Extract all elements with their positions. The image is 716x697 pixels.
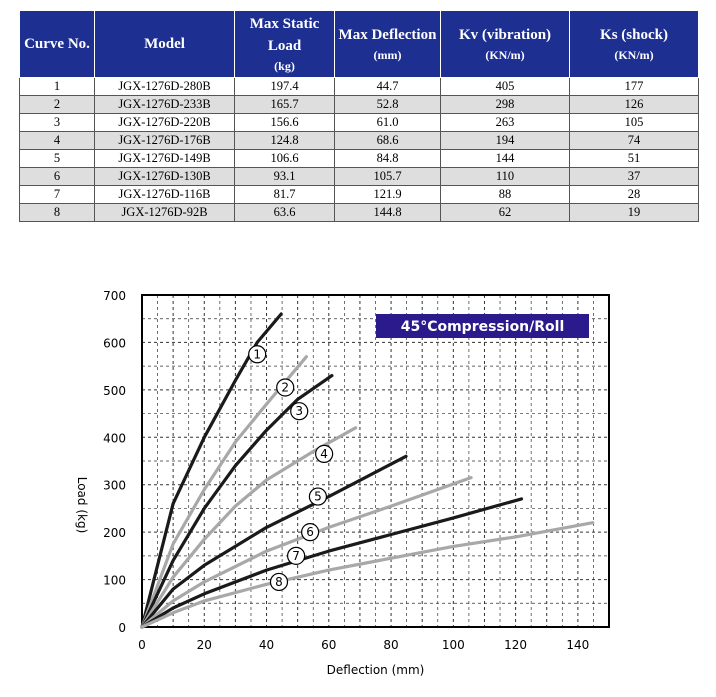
table-row: 5 JGX-1276D-149B 106.6 84.8 144 51 — [19, 149, 699, 168]
curve-label-circle-8 — [269, 572, 289, 592]
chart-title-box — [376, 314, 589, 338]
cell-model: JGX-1276D-280B — [94, 77, 235, 96]
cell-load: 63.6 — [234, 203, 335, 222]
cell-load: 106.6 — [234, 149, 335, 168]
curve-label-circle-5 — [308, 487, 328, 506]
curve-label-circle-3 — [290, 402, 309, 421]
cell-ks: 126 — [569, 95, 699, 114]
table-row: 1 JGX-1276D-280B 197.4 44.7 405 177 — [19, 77, 699, 96]
curve-label-circle-4 — [315, 444, 334, 463]
curve-3 — [140, 374, 334, 629]
chart-title: 45°Compression/Roll — [401, 319, 565, 335]
curve-5 — [140, 454, 408, 629]
header-ks: Ks (shock) (KN/m) — [569, 10, 699, 78]
curve-label-7: 7 — [292, 549, 300, 563]
cell-ks: 51 — [569, 149, 699, 168]
cell-load: 165.7 — [234, 95, 335, 114]
y-tick-label: 400 — [103, 431, 126, 445]
cell-kv: 110 — [440, 167, 570, 186]
x-axis-label: Deflection (mm) — [327, 663, 425, 677]
y-tick-label: 0 — [118, 621, 126, 635]
table-row: 6 JGX-1276D-130B 93.1 105.7 110 37 — [19, 167, 699, 186]
cell-ks: 74 — [569, 131, 699, 150]
x-tick-label: 120 — [504, 638, 527, 652]
x-tick-label: 140 — [566, 638, 589, 652]
curve-label-6: 6 — [306, 525, 314, 539]
cell-load: 124.8 — [234, 131, 335, 150]
cell-model: JGX-1276D-220B — [94, 113, 235, 132]
cell-load: 197.4 — [234, 77, 335, 96]
cell-curve-no: 4 — [19, 131, 95, 150]
x-tick-label: 0 — [138, 638, 146, 652]
curve-8 — [140, 521, 595, 629]
cell-kv: 62 — [440, 203, 570, 222]
cell-deflection: 44.7 — [334, 77, 441, 96]
x-tick-label: 60 — [321, 638, 336, 652]
cell-deflection: 84.8 — [334, 149, 441, 168]
table-row: 8 JGX-1276D-92B 63.6 144.8 62 19 — [19, 203, 699, 222]
y-tick-label: 600 — [103, 336, 126, 350]
curve-1 — [140, 312, 283, 629]
x-tick-label: 20 — [197, 638, 212, 652]
cell-kv: 298 — [440, 95, 570, 114]
spec-table: Curve No. Model Max Static Load (kg) Max … — [19, 10, 699, 222]
cell-load: 93.1 — [234, 167, 335, 186]
curve-4 — [140, 426, 358, 629]
cell-model: JGX-1276D-92B — [94, 203, 235, 222]
cell-ks: 28 — [569, 185, 699, 204]
curve-label-3: 3 — [295, 404, 303, 418]
curve-2 — [140, 355, 308, 629]
cell-deflection: 52.8 — [334, 95, 441, 114]
curve-label-circle-6 — [301, 523, 320, 542]
cell-deflection: 144.8 — [334, 203, 441, 222]
table-row: 2 JGX-1276D-233B 165.7 52.8 298 126 — [19, 95, 699, 114]
cell-ks: 105 — [569, 113, 699, 132]
table-row: 4 JGX-1276D-176B 124.8 68.6 194 74 — [19, 131, 699, 150]
table-header-row: Curve No. Model Max Static Load (kg) Max … — [19, 10, 699, 78]
y-tick-label: 700 — [103, 289, 126, 303]
curve-label-4: 4 — [320, 447, 328, 461]
header-max-deflection: Max Deflection (mm) — [334, 10, 441, 78]
cell-ks: 37 — [569, 167, 699, 186]
curve-label-8: 8 — [275, 575, 283, 589]
plot-frame — [141, 294, 610, 628]
cell-curve-no: 8 — [19, 203, 95, 222]
header-kv: Kv (vibration) (KN/m) — [440, 10, 570, 78]
curve-label-2: 2 — [281, 380, 289, 394]
header-max-static-load: Max Static Load (kg) — [234, 10, 335, 78]
cell-curve-no: 2 — [19, 95, 95, 114]
curve-6 — [140, 476, 473, 629]
y-tick-label: 300 — [103, 479, 126, 493]
curve-label-1: 1 — [253, 347, 261, 361]
table-row: 3 JGX-1276D-220B 156.6 61.0 263 105 — [19, 113, 699, 132]
curve-label-circle-1 — [248, 345, 267, 364]
y-tick-label: 100 — [103, 574, 126, 588]
cell-deflection: 61.0 — [334, 113, 441, 132]
y-axis-label: Load (kg) — [75, 477, 89, 534]
cell-deflection: 105.7 — [334, 167, 441, 186]
x-tick-label: 80 — [383, 638, 398, 652]
cell-model: JGX-1276D-116B — [94, 185, 235, 204]
curve-label-5: 5 — [314, 490, 322, 504]
curve-label-circle-7 — [287, 546, 306, 565]
y-tick-label: 200 — [103, 526, 126, 540]
x-tick-label: 40 — [259, 638, 274, 652]
cell-deflection: 68.6 — [334, 131, 441, 150]
cell-model: JGX-1276D-233B — [94, 95, 235, 114]
cell-ks: 177 — [569, 77, 699, 96]
cell-kv: 88 — [440, 185, 570, 204]
cell-model: JGX-1276D-149B — [94, 149, 235, 168]
cell-curve-no: 6 — [19, 167, 95, 186]
cell-ks: 19 — [569, 203, 699, 222]
x-tick-label: 100 — [442, 638, 465, 652]
header-curve-no: Curve No. — [19, 10, 95, 78]
curve-label-circle-2 — [276, 378, 295, 397]
y-tick-label: 500 — [103, 384, 126, 398]
cell-kv: 405 — [440, 77, 570, 96]
cell-model: JGX-1276D-176B — [94, 131, 235, 150]
table-row: 7 JGX-1276D-116B 81.7 121.9 88 28 — [19, 185, 699, 204]
cell-model: JGX-1276D-130B — [94, 167, 235, 186]
